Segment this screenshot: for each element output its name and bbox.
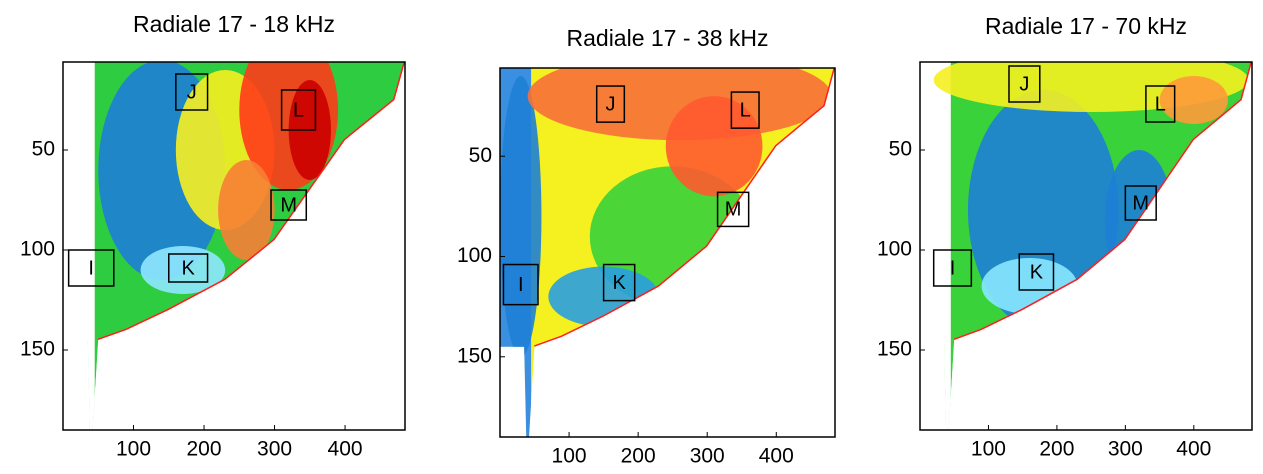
- annotation-label: K: [181, 257, 195, 279]
- panel-title: Radiale 17 - 18 kHz: [133, 11, 335, 37]
- annotation-box: [168, 253, 209, 283]
- annotation-box: [502, 263, 539, 306]
- annotation-box: [1145, 85, 1176, 123]
- plot-frame: [62, 61, 406, 431]
- x-tick-label: 300: [257, 438, 292, 461]
- y-tick-label: 150: [20, 338, 55, 361]
- annotation-box: [1018, 253, 1055, 291]
- x-tick-label: 100: [116, 438, 151, 461]
- x-tick-label: 200: [187, 438, 222, 461]
- y-tick-label: 50: [32, 138, 55, 161]
- x-tick-label: 100: [552, 445, 587, 468]
- y-tick-label: 150: [877, 338, 912, 361]
- annotation-label: I: [950, 257, 956, 279]
- annotation-box: [1124, 185, 1157, 221]
- annotation-label: J: [606, 93, 616, 115]
- x-tick-label: 200: [1039, 438, 1074, 461]
- plot-frame: [919, 61, 1253, 431]
- echo-water: [920, 62, 951, 430]
- panel: Radiale 17 - 38 kHz 100 200 300 400 50 100 150 J…: [457, 25, 836, 468]
- x-tick-label: 100: [971, 438, 1006, 461]
- panel-title: Radiale 17 - 70 kHz: [985, 13, 1187, 39]
- annotation-label: J: [187, 81, 197, 103]
- annotation-label: M: [725, 199, 742, 221]
- annotation-box: [175, 73, 209, 111]
- echo-region: [218, 160, 275, 260]
- echo-region: [527, 68, 832, 141]
- echogram: [500, 68, 835, 437]
- panel: Radiale 17 - 70 kHz 100 200 300 400 50 100 150 J…: [877, 13, 1253, 461]
- echo-region: [665, 96, 763, 197]
- panel-title: Radiale 17 - 38 kHz: [567, 25, 769, 51]
- annotation-box: [1008, 65, 1041, 103]
- echogram: [920, 62, 1252, 430]
- annotation-label: M: [1132, 192, 1149, 214]
- annotation-label: M: [280, 194, 297, 216]
- plot-frame: [499, 67, 836, 438]
- annotation-box: [595, 85, 626, 123]
- echogram: [63, 62, 405, 430]
- y-tick-label: 100: [457, 244, 492, 267]
- annotation-label: I: [88, 257, 94, 279]
- annotation-box: [270, 189, 308, 221]
- y-tick-label: 50: [889, 138, 912, 161]
- echo-water: [63, 62, 95, 430]
- annotation-label: L: [293, 99, 304, 121]
- annotation-label: L: [1155, 93, 1166, 115]
- annotation-box: [932, 249, 973, 287]
- annotation-label: J: [1019, 73, 1029, 95]
- annotation-label: K: [612, 272, 626, 294]
- annotation-label: K: [1030, 261, 1044, 283]
- x-tick-label: 400: [328, 438, 363, 461]
- panel: Radiale 17 - 18 kHz 100 200 300 400 50 100 150 J…: [20, 11, 406, 461]
- y-tick-label: 100: [877, 238, 912, 261]
- x-tick-label: 200: [621, 445, 656, 468]
- y-tick-label: 50: [469, 144, 492, 167]
- annotation-label: I: [518, 274, 524, 296]
- x-tick-label: 300: [690, 445, 725, 468]
- annotation-box: [716, 191, 750, 228]
- annotation-box: [280, 89, 317, 131]
- annotation-box: [730, 91, 760, 129]
- annotation-label: L: [740, 99, 751, 121]
- y-tick-label: 150: [457, 344, 492, 367]
- echo-region: [1159, 76, 1229, 124]
- annotation-box: [602, 263, 636, 302]
- annotation-box: [67, 249, 115, 287]
- x-tick-label: 400: [759, 445, 794, 468]
- x-tick-label: 300: [1108, 438, 1143, 461]
- x-tick-label: 400: [1176, 438, 1211, 461]
- echo-region: [500, 76, 542, 357]
- y-tick-label: 100: [20, 238, 55, 261]
